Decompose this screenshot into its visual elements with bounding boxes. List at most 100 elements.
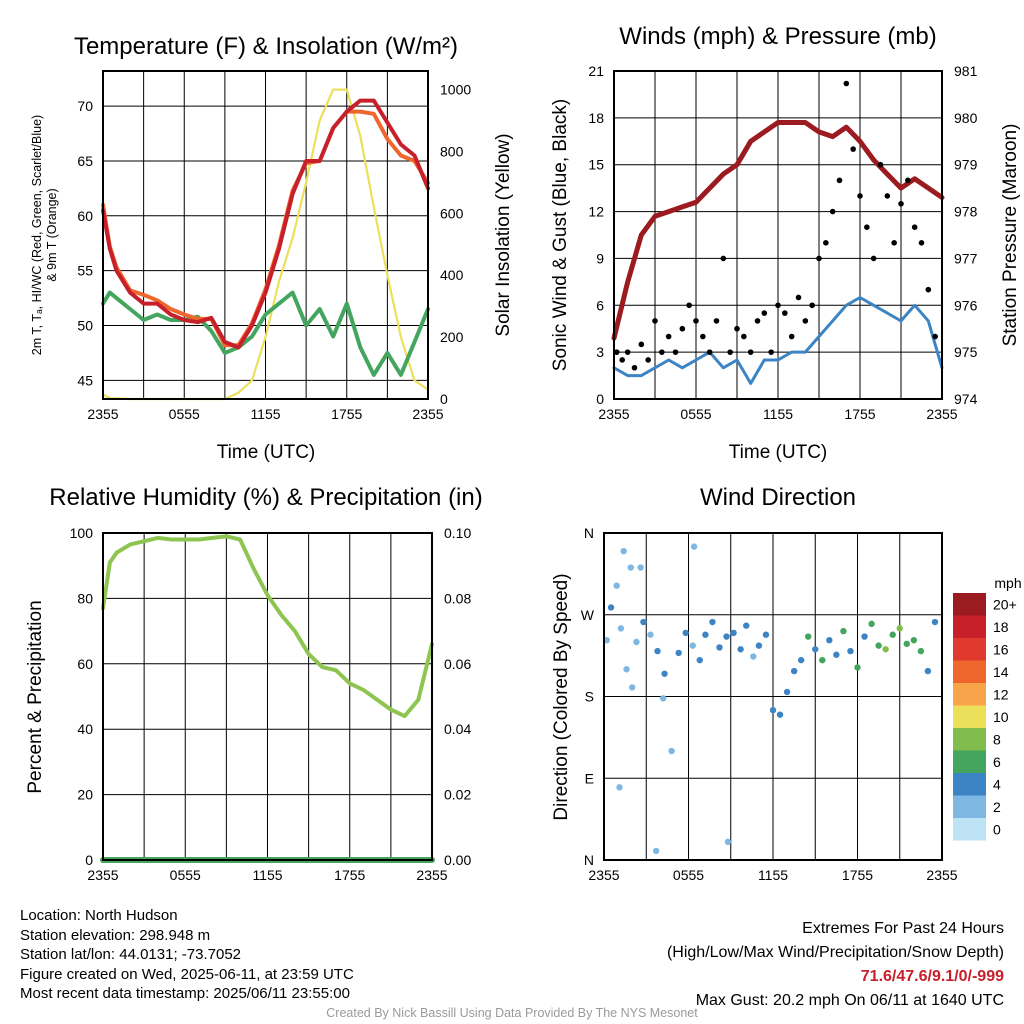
x-tick-label: 0555 [673, 867, 704, 883]
speed-colorbar: 20+ 18 16 14 12 10 8 6 4 2 0 [953, 593, 1017, 841]
gust-point [761, 310, 768, 316]
direction-point [776, 711, 784, 718]
y-tick-label: 15 [588, 157, 604, 173]
colorbar-swatch [953, 638, 986, 661]
direction-point [607, 604, 615, 611]
temperature-plot-frame [102, 70, 429, 400]
gust-point [891, 240, 897, 246]
winds-y-axis-label: Sonic Wind & Gust (Blue, Black) [550, 99, 571, 371]
y-tick-label: 70 [77, 98, 93, 114]
y2-tick-label: 0.10 [444, 525, 471, 541]
y-tick-label: 3 [596, 344, 604, 360]
winds-panel-title: Winds (mph) & Pressure (mb) [619, 23, 936, 50]
gust-point [747, 349, 754, 355]
direction-point [628, 684, 636, 691]
x-tick-label: 1155 [250, 406, 280, 422]
colorbar-swatch [953, 660, 986, 683]
y2-tick-label: 977 [954, 250, 978, 266]
winds-panel: Winds (mph) & Pressure (mb) 2355 0555 1155… [550, 23, 1021, 463]
x-tick-label: 0555 [169, 406, 200, 422]
direction-panel: Wind Direction 2355 0555 1155 1755 2355NESWN… [551, 484, 1022, 883]
direction-point [931, 618, 939, 626]
gust-point [925, 286, 932, 293]
y2-tick-label: 200 [440, 329, 464, 345]
gust-point [857, 193, 863, 199]
colorbar-swatch [953, 795, 986, 818]
gust-point [884, 193, 891, 199]
dewpoint-line [101, 290, 430, 377]
y2-tick-label: 975 [954, 344, 978, 360]
x-tick-label: 2355 [598, 406, 629, 422]
gust-point [823, 240, 829, 246]
y-tick-label: 45 [77, 372, 93, 388]
direction-point [623, 666, 630, 673]
colorbar-label: 10 [993, 709, 1009, 725]
gust-point [713, 318, 720, 324]
credit-line: Created By Nick Bassill Using Data Provi… [326, 1006, 698, 1020]
x-tick-label: 1155 [763, 406, 793, 422]
direction-point [882, 646, 889, 653]
y2-tick-label: 981 [954, 63, 978, 79]
winds-x-axis-label: Time (UTC) [729, 442, 828, 463]
y2-tick-label: 0.06 [444, 656, 471, 672]
x-tick-label: 1155 [758, 867, 788, 883]
direction-series [603, 543, 939, 855]
y2-tick-label: 979 [954, 157, 978, 173]
direction-point [861, 633, 868, 640]
direction-point [640, 618, 647, 626]
y-tick-label: 100 [70, 525, 94, 541]
direction-point [755, 642, 763, 649]
gust-point [911, 224, 918, 230]
gust-point [802, 318, 809, 324]
extremes-values: 71.6/47.6/9.1/0/-999 [860, 968, 1004, 985]
direction-point [812, 646, 819, 653]
direction-point [840, 627, 847, 635]
y-tick-label: 50 [77, 318, 93, 334]
direction-point [819, 656, 826, 664]
y-tick-label: 9 [596, 250, 604, 266]
y-tick-label: E [585, 770, 594, 786]
gust-point [782, 310, 788, 316]
y-tick-label: 65 [77, 153, 93, 169]
y-tick-label: N [584, 525, 594, 541]
gust-point [768, 349, 774, 355]
station-elevation: Station elevation: 298.948 m [20, 926, 211, 944]
pressure-line [611, 120, 945, 341]
humidity-grid [103, 533, 432, 860]
colorbar-label: 0 [993, 821, 1001, 837]
humidity-panel: Relative Humidity (%) & Precipitation (i… [25, 484, 483, 883]
temperature-panel: Temperature (F) & Insolation (W/m²) 2355… [30, 33, 514, 463]
y-tick-label: 40 [77, 721, 93, 737]
gust-point [652, 318, 658, 324]
direction-point [769, 706, 777, 714]
y2-tick-label: 0 [440, 391, 448, 407]
gust-point [693, 318, 699, 324]
direction-point [702, 631, 709, 638]
x-tick-label: 2355 [588, 867, 619, 883]
gust-point [877, 161, 884, 168]
gust-point [659, 349, 665, 355]
gust-point [619, 357, 625, 363]
colorbar-swatch [953, 750, 986, 773]
gust-point [672, 349, 679, 355]
direction-point [797, 656, 805, 664]
colorbar-label: 14 [993, 664, 1009, 680]
x-tick-label: 2355 [926, 406, 957, 422]
direction-point [620, 547, 627, 555]
gust-point [754, 318, 761, 324]
direction-point [750, 653, 757, 660]
direction-point [689, 642, 696, 649]
gust-point [706, 349, 713, 355]
direction-point [633, 638, 640, 646]
temperature-2m-line [101, 98, 430, 350]
y2-tick-label: 0.00 [444, 852, 471, 868]
x-tick-label: 2355 [412, 406, 443, 422]
colorbar-swatch [953, 683, 986, 706]
figure-created: Figure created on Wed, 2025-06-11, at 23… [20, 965, 354, 983]
direction-point [730, 629, 737, 637]
y2-tick-label: 980 [954, 110, 978, 126]
winds-series [611, 80, 945, 385]
gust-point [720, 255, 727, 262]
x-tick-label: 1755 [331, 406, 362, 422]
